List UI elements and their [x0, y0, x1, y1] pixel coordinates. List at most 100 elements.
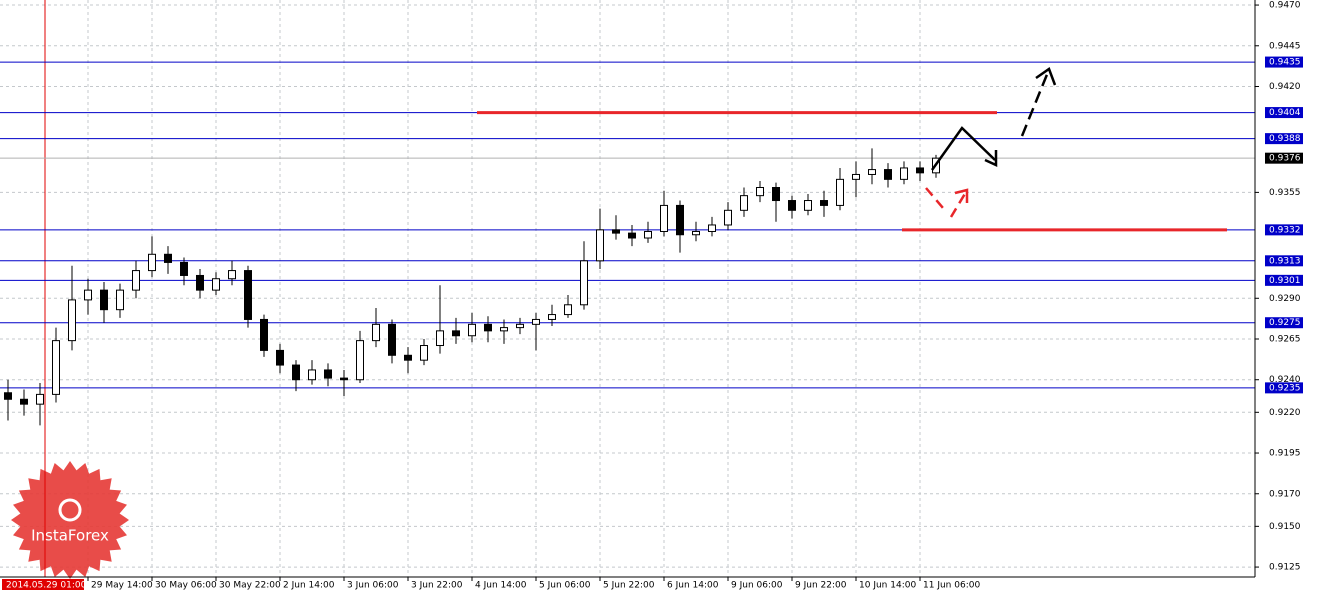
logo: InstaForex [11, 461, 129, 579]
x-tick-label: 3 Jun 22:00 [411, 581, 463, 591]
candle-body [500, 327, 508, 332]
forecast-path [925, 187, 944, 209]
y-tick-label: 0.9355 [1269, 188, 1301, 198]
level-label: 0.9275 [1269, 318, 1301, 328]
level-label-box [1265, 133, 1303, 145]
x-tick-label: 5 Jun 22:00 [603, 581, 655, 591]
candle-body [164, 253, 172, 263]
candle-body [884, 169, 892, 180]
level-label: 0.9388 [1269, 134, 1301, 144]
x-tick-label: 6 Jun 14:00 [667, 581, 719, 591]
candle-body [484, 323, 492, 332]
candle-body [532, 318, 540, 325]
candle-body [36, 393, 44, 405]
candle-body [52, 340, 60, 395]
candles-layer [4, 148, 940, 426]
y-tick-label: 0.9420 [1269, 82, 1301, 92]
level-label-box [1265, 382, 1303, 394]
candle-body [916, 167, 924, 174]
x-tick-label: 29 May 14:00 [91, 581, 153, 591]
candle-body [772, 187, 780, 202]
forecast-path [949, 191, 968, 218]
candle-body [148, 253, 156, 272]
y-tick-label: 0.9125 [1269, 563, 1301, 573]
candle-body [260, 318, 268, 351]
level-label: 0.9435 [1269, 58, 1301, 68]
candle-body [628, 232, 636, 239]
candle-body [452, 330, 460, 337]
axis-layer: 0.9470 0.9445 0.9420 0.9355 0.9290 0.9265 0.92… [87, 1, 1303, 591]
candle-body [900, 167, 908, 180]
candle-body [228, 270, 236, 280]
candle-body [308, 369, 316, 381]
y-tick-label: 0.9445 [1269, 41, 1301, 51]
arrow-head [984, 150, 998, 167]
level-label-box [1265, 224, 1303, 236]
level-label-box [1265, 274, 1303, 286]
candle-body [356, 340, 364, 381]
candle-body [20, 398, 28, 405]
candle-body [596, 229, 604, 262]
x-tick-label: 11 Jun 06:00 [923, 581, 980, 591]
candle-body [676, 204, 684, 236]
arrow-head [954, 188, 969, 203]
candle-body [276, 349, 284, 366]
candle-body [4, 392, 12, 400]
candle-body [756, 187, 764, 197]
candle-body [100, 289, 108, 311]
level-label: 0.9301 [1269, 276, 1301, 286]
level-label-box [1265, 317, 1303, 329]
candle-body [420, 345, 428, 361]
level-label-box [1265, 107, 1303, 119]
candle-body [836, 178, 844, 206]
candle-body [740, 195, 748, 211]
forecast-path [930, 126, 996, 171]
candle-body [196, 274, 204, 291]
candle-body [212, 278, 220, 291]
x-tick-label: 10 Jun 14:00 [859, 581, 916, 591]
crosshair-label-box [2, 579, 84, 590]
candle-body [372, 323, 380, 342]
levels-layer [0, 61, 1255, 389]
x-tick-label: 4 Jun 14:00 [475, 581, 527, 591]
crosshair-label: 2014.05.29 01:00 [6, 581, 87, 591]
candle-body [548, 314, 556, 320]
x-tick-label: 30 May 22:00 [219, 581, 281, 591]
y-tick-label: 0.9265 [1269, 334, 1301, 344]
candle-body [388, 323, 396, 356]
candle-body [708, 224, 716, 232]
candle-body [468, 323, 476, 337]
candle-body [612, 229, 620, 234]
x-tick-label: 9 Jun 22:00 [795, 581, 847, 591]
candle-body [132, 270, 140, 291]
x-tick-label: 30 May 06:00 [155, 581, 217, 591]
forecast-arrows [925, 67, 1057, 218]
candle-body [516, 323, 524, 329]
level-label-box [1265, 56, 1303, 68]
logo-text: InstaForex [31, 527, 109, 545]
candle-body [804, 200, 812, 211]
y-tick-label: 0.9170 [1269, 489, 1301, 499]
level-label: 0.9332 [1269, 225, 1301, 235]
candle-body [84, 289, 92, 301]
candle-body [68, 299, 76, 342]
y-tick-label: 0.9150 [1269, 522, 1301, 532]
candle-body [340, 377, 348, 381]
candle-body [868, 169, 876, 175]
candle-body [292, 364, 300, 381]
candle-body [820, 200, 828, 206]
y-tick-label: 0.9470 [1269, 1, 1301, 11]
candle-body [692, 230, 700, 236]
candle-body [644, 230, 652, 239]
x-tick-label: 3 Jun 06:00 [347, 581, 399, 591]
level-label: 0.9404 [1269, 108, 1301, 118]
candle-body [404, 354, 412, 361]
level-label: 0.9235 [1269, 383, 1301, 393]
candle-body [324, 369, 332, 379]
x-tick-label: 9 Jun 06:00 [731, 581, 783, 591]
forecast-path [1020, 71, 1050, 137]
y-tick-label: 0.9240 [1269, 375, 1301, 385]
y-tick-label: 0.9220 [1269, 408, 1301, 418]
